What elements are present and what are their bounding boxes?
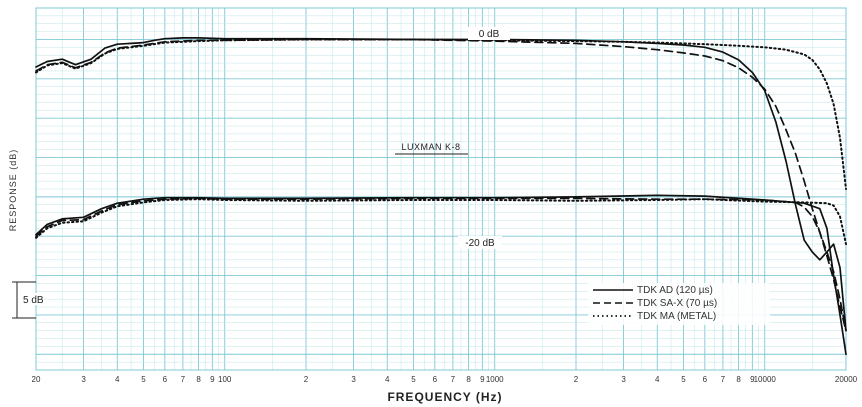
- legend-item-tdk-sa-x: TDK SA-X (70 µs): [637, 298, 717, 309]
- x-tick-label: 7: [181, 375, 186, 384]
- bottom-level-label: -20 dB: [465, 238, 495, 249]
- x-tick-label: 9: [480, 375, 485, 384]
- scale-label-bg: [20, 293, 38, 305]
- x-axis-label: FREQUENCY (Hz): [387, 390, 502, 404]
- series-line-dashed-lower: [35, 197, 847, 332]
- legend-item-tdk-ma: TDK MA (METAL): [637, 311, 716, 322]
- x-tick-label: 2: [574, 375, 579, 384]
- chart-curves: [35, 37, 847, 356]
- scale-indicator: 5 dB: [12, 281, 44, 319]
- x-tick-label: 8: [196, 375, 201, 384]
- x-tick-label: 10000: [754, 375, 777, 384]
- top-level-label-bg: [468, 27, 510, 40]
- legend-item-tdk-ad: TDK AD (120 µs): [637, 285, 713, 296]
- x-tick-label: 8: [466, 375, 471, 384]
- bottom-level-label-bg: [458, 236, 502, 249]
- x-tick-label: 4: [655, 375, 660, 384]
- x-tick-label: 6: [163, 375, 168, 384]
- x-tick-label: 1000: [486, 375, 504, 384]
- x-axis-tick-labels: 20 3 4 5 6 7 8 9 100 2 3 4 5 6 7 8 9 1000 2 3 4 5 6 7 8 9 10000 200…: [32, 375, 858, 384]
- x-tick-label: 5: [681, 375, 686, 384]
- scale-label: 5 dB: [23, 295, 44, 306]
- y-axis-label: RESPONSE (dB): [8, 149, 18, 232]
- x-tick-label: 2: [304, 375, 309, 384]
- x-tick-label: 5: [141, 375, 146, 384]
- x-tick-label: 100: [218, 375, 232, 384]
- x-tick-label: 3: [81, 375, 86, 384]
- x-tick-label: 6: [433, 375, 438, 384]
- x-tick-label: 4: [385, 375, 390, 384]
- x-tick-label: 3: [621, 375, 626, 384]
- series-line-dotted-upper: [35, 38, 847, 190]
- deck-model-label: LUXMAN K-8: [401, 142, 460, 152]
- x-tick-label: 8: [736, 375, 741, 384]
- x-tick-label: 4: [115, 375, 120, 384]
- top-level-label: 0 dB: [479, 29, 500, 40]
- legend: TDK AD (120 µs) TDK SA-X (70 µs) TDK MA …: [588, 283, 770, 325]
- x-tick-label: 20000: [835, 375, 858, 384]
- x-tick-label: 6: [703, 375, 708, 384]
- series-line-solid-lower: [35, 194, 847, 356]
- x-tick-label: 7: [451, 375, 456, 384]
- x-tick-label: 20: [32, 375, 41, 384]
- x-tick-label: 7: [721, 375, 726, 384]
- x-tick-label: 3: [351, 375, 356, 384]
- series-line-dotted-lower: [35, 198, 847, 246]
- x-tick-label: 9: [210, 375, 215, 384]
- x-tick-label: 9: [750, 375, 755, 384]
- x-tick-label: 5: [411, 375, 416, 384]
